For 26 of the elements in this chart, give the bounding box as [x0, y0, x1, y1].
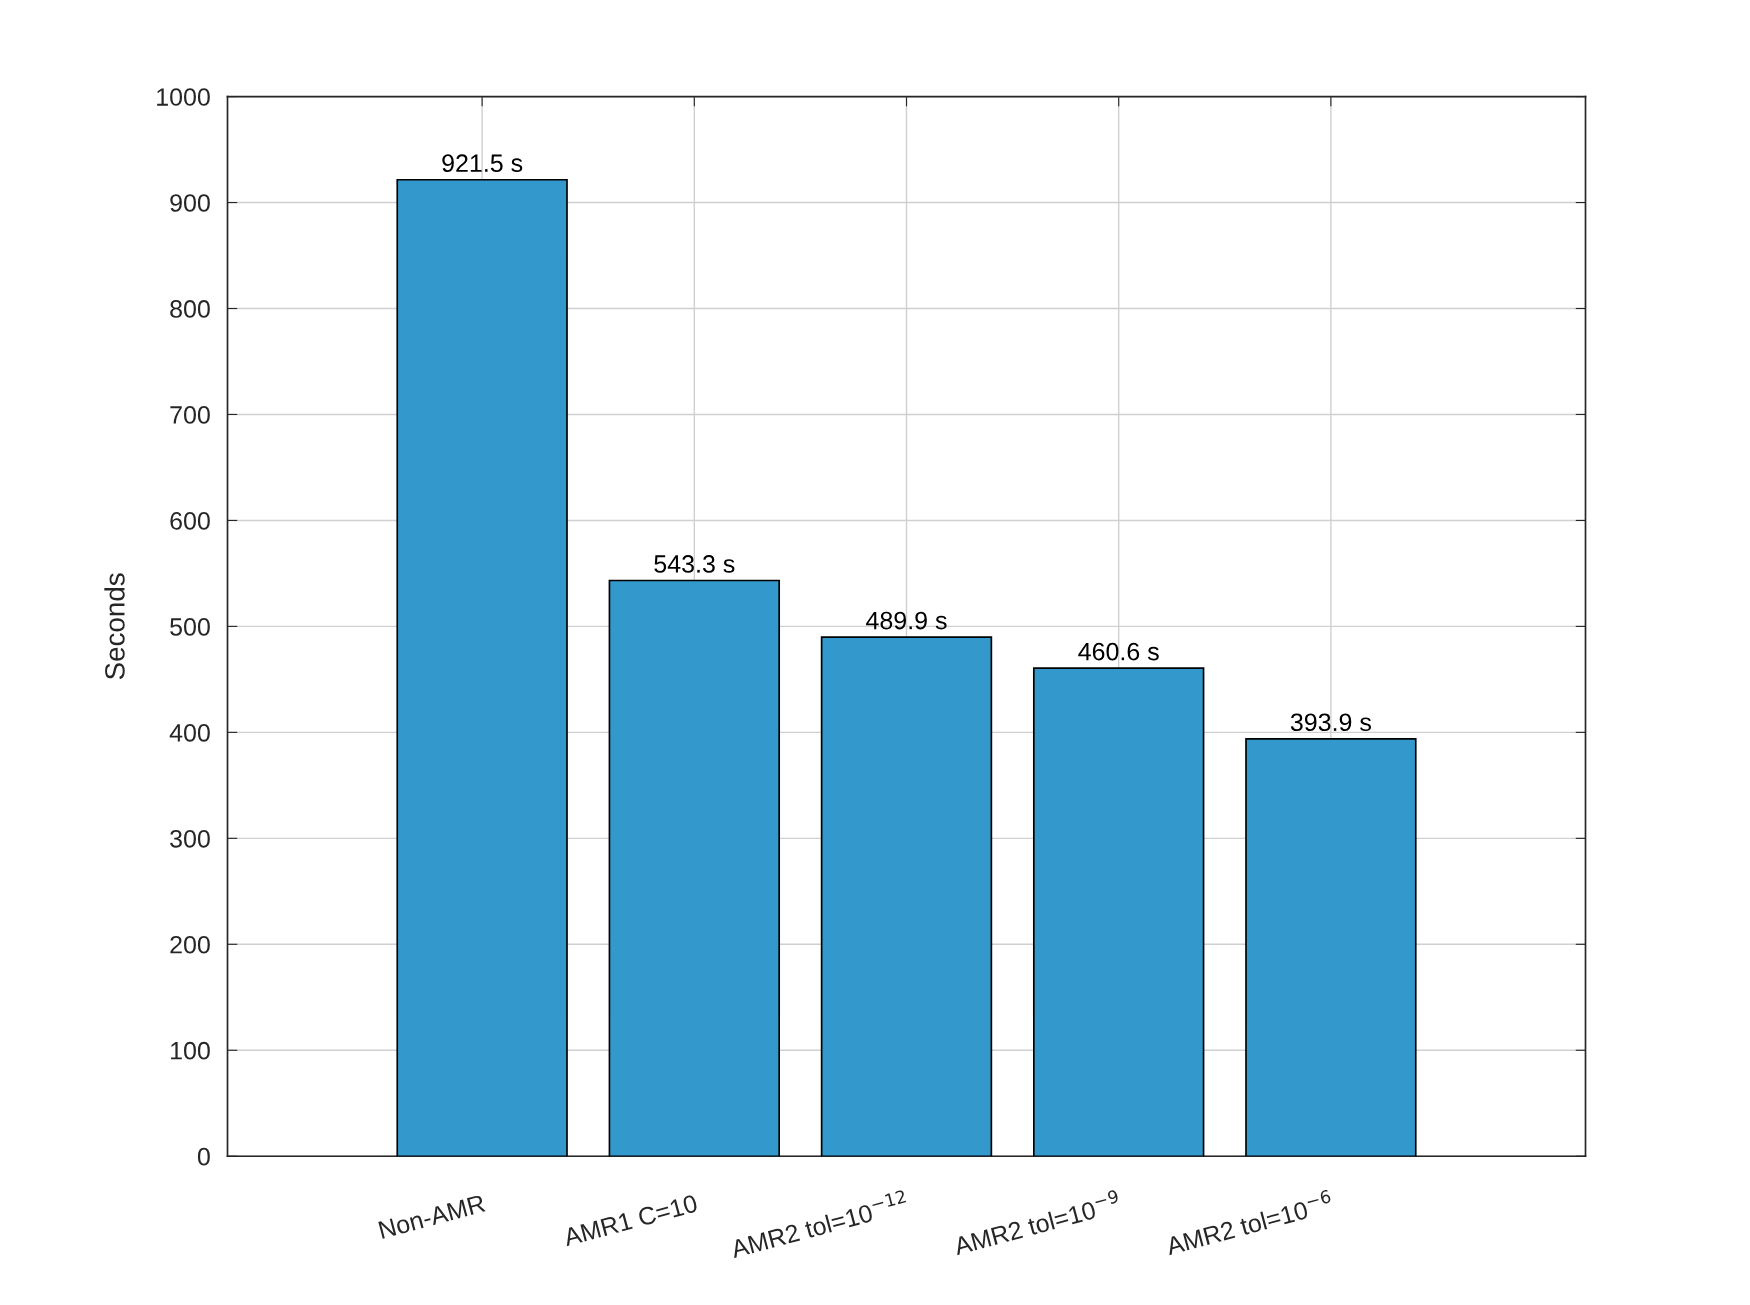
bar [1032, 667, 1205, 1157]
data-label: 393.9 s [1290, 713, 1371, 732]
y-tick-label: 200 [170, 935, 210, 954]
x-tick-label: AMR2 tol=10$^{−9}$ [951, 1189, 1122, 1256]
data-label: 543.3 s [654, 555, 735, 573]
x-tick-label: AMR2 tol=10$^{−6}$ [1163, 1189, 1334, 1256]
y-tick-label: 400 [169, 723, 210, 742]
y-tick-label: 0 [197, 1147, 210, 1166]
data-label: 460.6 s [1078, 642, 1159, 661]
bar [820, 636, 993, 1157]
y-tick-label: 800 [170, 300, 210, 318]
y-tick-label: 900 [170, 194, 210, 212]
bar [1245, 737, 1417, 1157]
data-label: 921.5 s [442, 154, 523, 173]
y-axis-title: Seconds [104, 573, 125, 680]
y-tick-label: 100 [171, 1041, 210, 1060]
y-tick-label: 500 [170, 618, 210, 636]
y-tick-label: 600 [170, 512, 210, 530]
bar [396, 178, 568, 1157]
y-tick-label: 700 [170, 406, 210, 424]
bar [608, 579, 781, 1157]
data-label: 489.9 s [866, 611, 947, 630]
x-tick-label: AMR2 tol=10$^{−12}$ [728, 1189, 909, 1259]
y-tick-label: 300 [170, 829, 210, 848]
x-tick-label: AMR1 C=10 [562, 1194, 699, 1247]
y-tick-label: 1000 [157, 88, 210, 106]
